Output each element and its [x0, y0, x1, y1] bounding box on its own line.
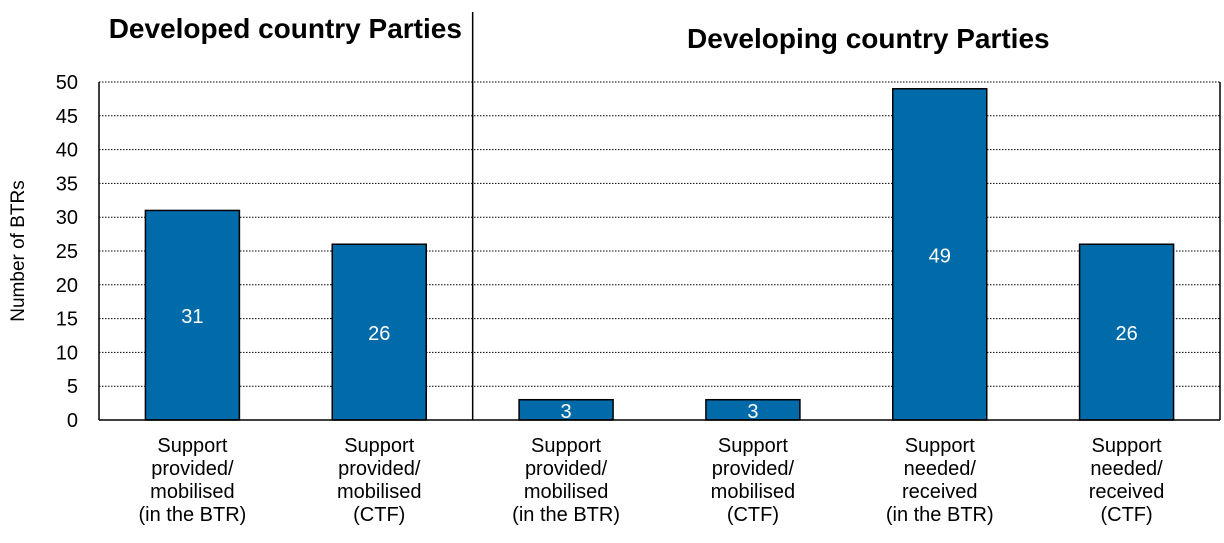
data-label: 49: [929, 245, 951, 267]
category-label-line: mobilised: [150, 481, 234, 503]
category-label-line: mobilised: [524, 481, 608, 503]
bars: [144, 88, 1175, 421]
category-label-line: received: [902, 481, 978, 503]
y-tick-label: 0: [67, 410, 78, 432]
y-tick-label: 10: [56, 342, 78, 364]
category-label: Support provided/mobilised (CTF): [337, 435, 421, 526]
group-title: Developing country Parties: [687, 23, 1050, 54]
category-label-line: Support: [718, 435, 788, 457]
category-label: Support needed/received (in the BTR): [886, 435, 994, 526]
y-tick-label: 35: [56, 173, 78, 195]
category-label: Support provided/mobilised (in the BTR): [139, 435, 247, 526]
group-title: Developed country Parties: [109, 13, 462, 44]
category-label-line: provided/: [525, 458, 608, 480]
data-label: 3: [747, 401, 758, 423]
gridlines: [99, 81, 1220, 387]
y-tick-label: 15: [56, 309, 78, 331]
data-label: 26: [1115, 323, 1137, 345]
y-axis-title: Number of BTRs: [8, 180, 29, 321]
axes: [98, 12, 1221, 421]
bar: [331, 243, 427, 421]
category-label-line: (in the BTR): [886, 504, 994, 526]
data-label: 3: [561, 401, 572, 423]
category-label-line: (in the BTR): [139, 504, 247, 526]
category-label-line: Support: [905, 435, 975, 457]
bar: [892, 88, 988, 421]
category-label-line: Support: [157, 435, 227, 457]
category-label: Support needed/received (CTF): [1089, 435, 1165, 526]
category-label-line: (CTF): [727, 504, 779, 526]
category-label-line: (CTF): [1100, 504, 1152, 526]
y-tick-label: 40: [56, 140, 78, 162]
y-tick-label: 25: [56, 241, 78, 263]
category-label-line: mobilised: [337, 481, 421, 503]
y-tick-label: 45: [56, 106, 78, 128]
data-label: 26: [368, 323, 390, 345]
category-label-line: provided/: [712, 458, 795, 480]
category-label: Support provided/mobilised (in the BTR): [512, 435, 620, 526]
category-label-line: provided/: [151, 458, 234, 480]
category-label-line: received: [1089, 481, 1165, 503]
category-label-line: (CTF): [353, 504, 405, 526]
category-label-line: needed/: [1090, 458, 1163, 480]
category-label-line: needed/: [904, 458, 977, 480]
category-label-line: Support: [1092, 435, 1162, 457]
data-label: 31: [181, 306, 203, 328]
bar: [144, 209, 241, 421]
category-label-line: Support: [531, 435, 601, 457]
category-label: Support provided/mobilised (CTF): [711, 435, 795, 526]
y-tick-label: 5: [67, 376, 78, 398]
category-label-line: Support: [344, 435, 414, 457]
y-tick-label: 20: [56, 275, 78, 297]
y-tick-label: 50: [56, 72, 78, 94]
y-tick-label: 30: [56, 207, 78, 229]
category-label-line: mobilised: [711, 481, 795, 503]
labels: 0 5 10 15 20 25 30 35 40 45 50 Developed country Pa…: [8, 13, 1164, 526]
category-label-line: provided/: [338, 458, 421, 480]
category-label-line: (in the BTR): [512, 504, 620, 526]
bar: [1078, 243, 1175, 421]
